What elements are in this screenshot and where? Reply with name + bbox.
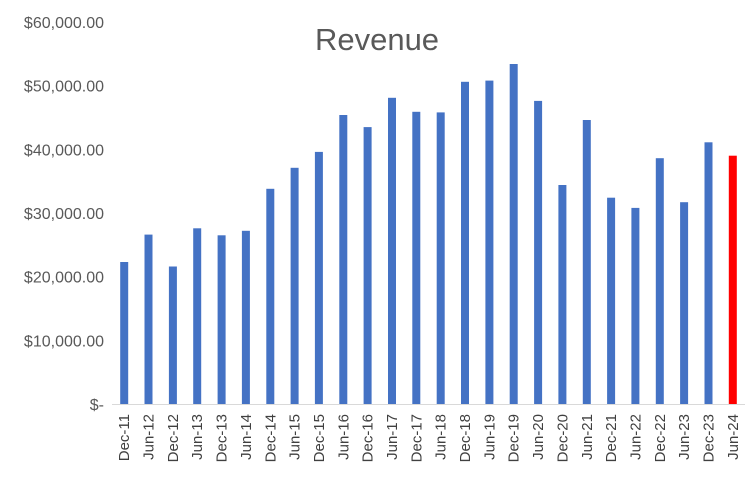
bar xyxy=(168,266,177,404)
bar xyxy=(388,97,396,405)
y-tick-label: $60,000.00 xyxy=(24,15,104,32)
x-tick-label: Dec-20 xyxy=(554,414,571,462)
x-tick-label: Dec-16 xyxy=(360,414,377,462)
bar xyxy=(534,100,543,405)
x-tick-label: Jun-13 xyxy=(189,414,206,460)
x-tick-label: Jun-16 xyxy=(335,414,352,460)
bar xyxy=(607,197,616,404)
bar xyxy=(412,111,421,405)
x-tick-label: Jun-23 xyxy=(676,414,693,460)
y-tick-label: $40,000.00 xyxy=(24,142,104,159)
y-tick-label: $50,000.00 xyxy=(24,79,104,96)
bar xyxy=(339,115,348,404)
x-tick-label: Dec-18 xyxy=(457,414,474,462)
bar xyxy=(461,81,469,405)
x-tick-label: Dec-21 xyxy=(603,414,620,462)
x-tick-label: Jun-19 xyxy=(481,414,498,460)
bar xyxy=(120,262,129,404)
bar xyxy=(266,188,275,404)
y-axis-ticks: $- $10,000.00 $20,000.00 $30,000.00 $40,000.… xyxy=(24,15,104,414)
x-tick-label: Dec-19 xyxy=(506,414,523,462)
x-tick-label: Jun-21 xyxy=(579,414,596,460)
bar xyxy=(193,228,202,404)
chart-title: Revenue xyxy=(315,22,439,57)
bar xyxy=(314,151,323,404)
x-tick-label: Jun-14 xyxy=(238,414,255,460)
bar xyxy=(655,158,664,404)
x-tick-label: Jun-22 xyxy=(627,414,644,460)
x-tick-label: Dec-14 xyxy=(262,414,279,462)
bar xyxy=(485,80,494,404)
bar xyxy=(582,120,591,404)
bar xyxy=(728,155,737,404)
bar xyxy=(144,234,153,404)
y-tick-label: $20,000.00 xyxy=(24,270,104,287)
x-tick-label: Dec-13 xyxy=(214,414,231,462)
x-tick-label: Dec-15 xyxy=(311,414,328,462)
x-tick-label: Dec-23 xyxy=(701,414,718,462)
x-axis-ticks: Dec-11 Jun-12 Dec-12 Jun-13 Dec-13 Jun-14 Dec-… xyxy=(116,414,742,462)
x-tick-label: Jun-17 xyxy=(384,414,401,460)
x-tick-label: Jun-18 xyxy=(433,414,450,460)
y-tick-label: $- xyxy=(90,397,104,414)
x-tick-label: Jun-24 xyxy=(725,414,742,460)
bar xyxy=(558,185,567,404)
x-tick-label: Dec-22 xyxy=(652,414,669,462)
bar xyxy=(509,64,518,404)
bar xyxy=(217,235,226,404)
bar xyxy=(436,112,445,405)
y-tick-label: $10,000.00 xyxy=(24,333,104,350)
x-tick-label: Jun-15 xyxy=(287,414,304,460)
bars-group xyxy=(120,64,737,405)
x-tick-label: Dec-12 xyxy=(165,414,182,462)
y-tick-label: $30,000.00 xyxy=(24,206,104,223)
x-tick-label: Jun-20 xyxy=(530,414,547,460)
bar xyxy=(704,142,713,405)
x-tick-label: Dec-17 xyxy=(408,414,425,462)
bar xyxy=(290,167,299,404)
bar xyxy=(631,207,640,404)
x-tick-label: Dec-11 xyxy=(116,414,133,461)
x-tick-label: Jun-12 xyxy=(141,414,158,460)
bar xyxy=(680,202,689,404)
bar xyxy=(363,127,372,404)
bar xyxy=(241,230,250,404)
